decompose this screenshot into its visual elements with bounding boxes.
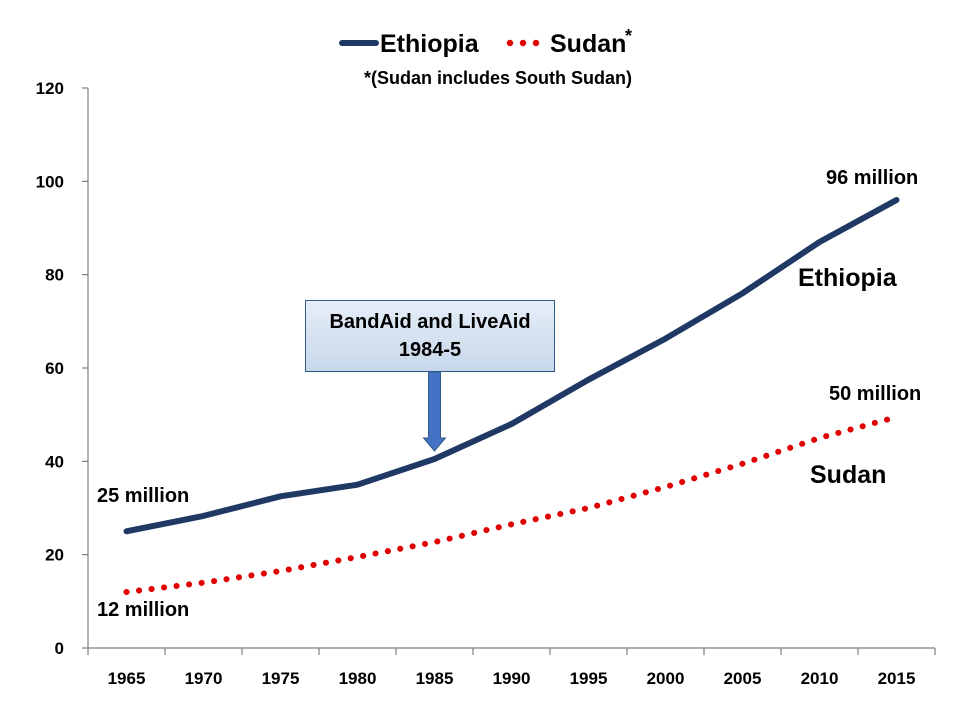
x-tick-label: 2000	[647, 669, 685, 688]
x-tick-label: 1980	[339, 669, 377, 688]
x-tick-label: 2010	[801, 669, 839, 688]
y-axis-ticks: 0 20 40 60 80 100 120	[36, 79, 88, 658]
y-tick-label: 60	[45, 359, 64, 378]
series-line-ethiopia	[123, 197, 900, 535]
callout-box: BandAid and LiveAid 1984-5	[305, 300, 555, 372]
x-axis-ticks: 1965 1970 1975 1980 1985 1990 1995 2000 2005 2010…	[87, 648, 936, 688]
callout-arrow	[422, 371, 447, 452]
y-tick-label: 40	[45, 452, 64, 471]
callout-arrow-shape	[422, 371, 447, 452]
label-ethiopia-end: 96 million	[826, 167, 918, 189]
y-tick-label: 20	[45, 546, 64, 565]
axes: 0 20 40 60 80 100 120 1965 1970 1975 1980 1985 1990…	[36, 79, 936, 688]
x-tick-label: 2005	[724, 669, 762, 688]
legend-sudan-dot	[519, 39, 527, 47]
label-ethiopia-start: 25 million	[97, 485, 189, 507]
series-label-ethiopia: Ethiopia	[798, 264, 898, 292]
chart-note: *(Sudan includes South Sudan)	[364, 68, 632, 88]
x-tick-label: 1990	[493, 669, 531, 688]
callout-line-2: 1984-5	[398, 339, 462, 361]
x-tick-label: 1995	[570, 669, 608, 688]
x-tick-label: 1965	[108, 669, 146, 688]
data-labels: 25 million 96 million 12 million 50 mill…	[97, 167, 921, 621]
legend-ethiopia-label: Ethiopia	[380, 30, 480, 58]
y-tick-label: 80	[45, 266, 64, 285]
legend-sudan-dot	[532, 39, 540, 47]
y-tick-label: 120	[36, 79, 64, 98]
series-line-sudan	[123, 414, 900, 595]
x-tick-label: 1970	[185, 669, 223, 688]
legend-sudan-asterisk: *	[625, 26, 632, 46]
x-tick-label: 1975	[262, 669, 300, 688]
y-tick-label: 100	[36, 172, 64, 191]
legend-sudan-label: Sudan	[550, 30, 626, 58]
legend-sudan-dot	[506, 39, 514, 47]
x-tick-label: 2015	[878, 669, 916, 688]
y-tick-label: 0	[55, 639, 64, 658]
label-sudan-start: 12 million	[97, 599, 189, 621]
label-sudan-end: 50 million	[829, 383, 921, 405]
x-tick-label: 1985	[416, 669, 454, 688]
legend: Ethiopia Sudan * *(Sudan includes South …	[339, 26, 632, 88]
legend-sudan-swatch	[506, 39, 540, 47]
series-label-sudan: Sudan	[810, 461, 886, 489]
callout-line-1: BandAid and LiveAid	[329, 311, 531, 333]
series-layer	[123, 197, 900, 595]
